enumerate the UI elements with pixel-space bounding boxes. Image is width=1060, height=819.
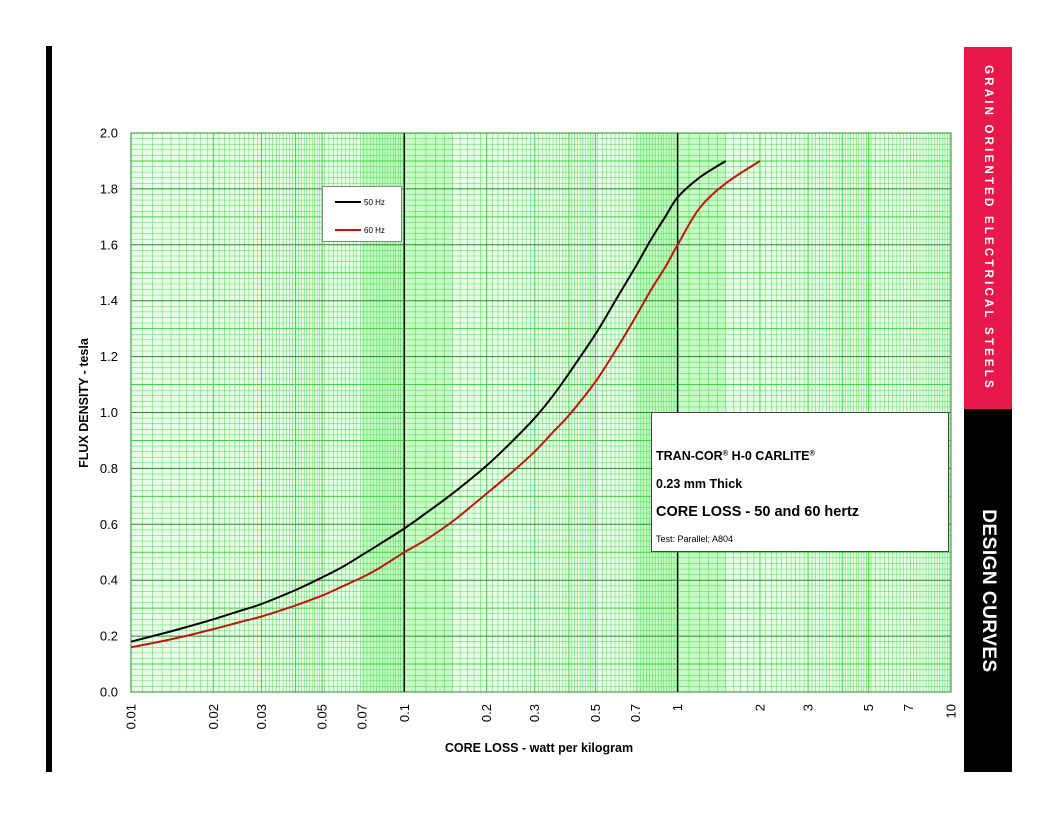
y-tick-label: 1.4: [100, 293, 118, 308]
test-method: Test: Parallel; A804: [656, 534, 734, 544]
legend-item-60hz: 60 Hz: [335, 223, 385, 237]
y-tick-label: 2.0: [100, 126, 118, 141]
y-tick-label: 0.6: [100, 517, 118, 532]
left-border-rule: [46, 46, 52, 772]
x-axis-label: CORE LOSS - watt per kilogram: [445, 741, 633, 755]
y-tick-label: 0.8: [100, 461, 118, 476]
y-tick-label: 1.2: [100, 349, 118, 364]
x-tick-label: 0.07: [354, 704, 369, 729]
registered-mark: ®: [809, 448, 815, 458]
x-tick-label: 3: [801, 704, 816, 711]
category-sidebar: GRAIN ORIENTED ELECTRICAL STEELS: [964, 47, 1012, 409]
section-sidebar: DESIGN CURVES: [964, 409, 1012, 772]
material-info-box: TRAN-COR® H-0 CARLITE® 0.23 mm Thick COR…: [651, 412, 949, 552]
x-tick-label: 0.05: [315, 704, 330, 729]
y-tick-label: 0.2: [100, 629, 118, 644]
y-tick-label: 0.4: [100, 573, 118, 588]
x-tick-label: 0.3: [527, 704, 542, 722]
series-line-0: [130, 160, 727, 643]
legend-swatch-50hz: [335, 201, 361, 203]
x-tick-label: 0.2: [479, 704, 494, 722]
y-tick-label: 0.0: [100, 685, 118, 700]
x-tick-label: 0.5: [588, 704, 603, 722]
material-thickness: 0.23 mm Thick: [656, 477, 743, 491]
series-line-1: [130, 160, 761, 649]
legend-label-50hz: 50 Hz: [364, 197, 385, 207]
x-tick-label: 10: [944, 704, 959, 718]
x-tick-label: 1: [670, 704, 685, 711]
material-title: TRAN-COR® H-0 CARLITE®: [656, 448, 815, 463]
legend-label-60hz: 60 Hz: [364, 225, 385, 235]
x-tick-label: 0.03: [254, 704, 269, 729]
y-tick-label: 1.8: [100, 181, 118, 196]
legend-item-50hz: 50 Hz: [335, 195, 385, 209]
y-tick-label: 1.0: [100, 405, 118, 420]
x-tick-label: 2: [752, 704, 767, 711]
x-tick-label: 0.1: [397, 704, 412, 722]
legend-swatch-60hz: [335, 229, 361, 231]
x-tick-label: 7: [901, 704, 916, 711]
x-tick-label: 0.02: [206, 704, 221, 729]
x-tick-label: 0.7: [628, 704, 643, 722]
x-tick-label: 0.01: [124, 704, 139, 729]
x-tick-label: 5: [861, 704, 876, 711]
y-axis-label: FLUX DENSITY - tesla: [77, 337, 91, 468]
y-tick-label: 1.6: [100, 237, 118, 252]
plot-border: [130, 132, 952, 693]
chart-legend: 50 Hz 60 Hz: [322, 186, 402, 242]
chart-description: CORE LOSS - 50 and 60 hertz: [656, 504, 860, 520]
